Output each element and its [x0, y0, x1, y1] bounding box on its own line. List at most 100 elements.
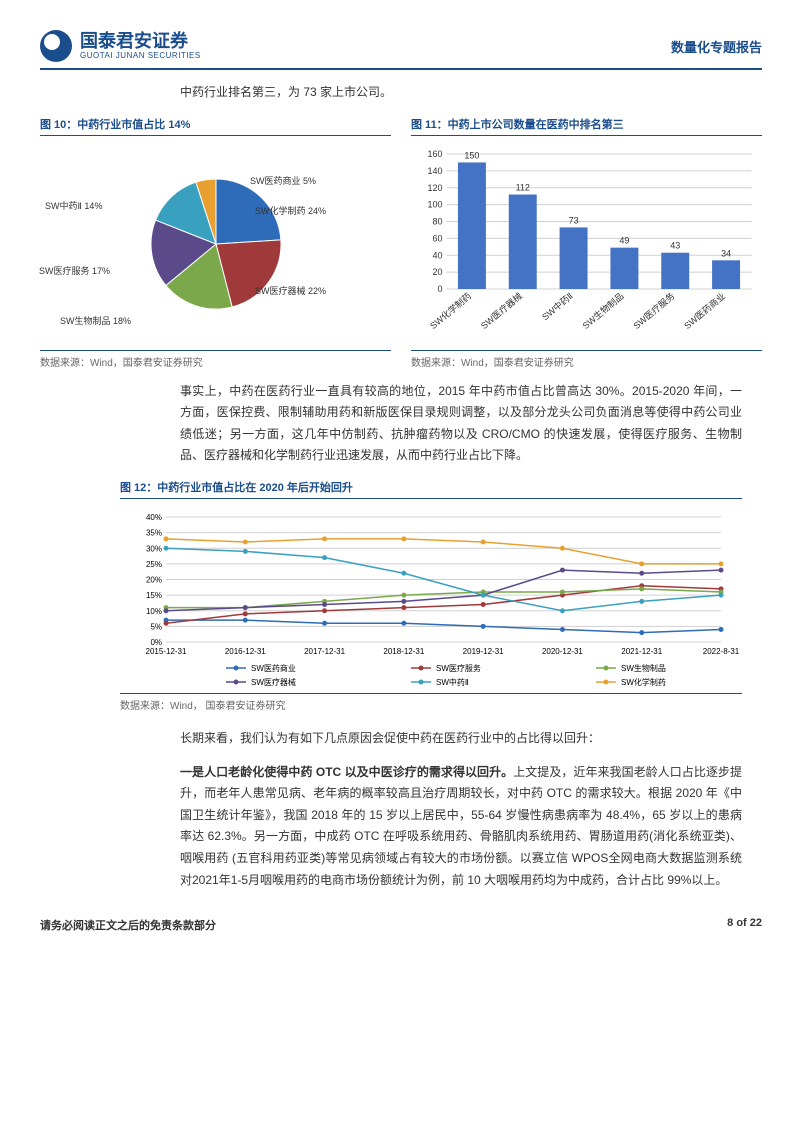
legend-marker [604, 679, 609, 684]
fig11-block: 图 11：中药上市公司数量在医药中排名第三 020406080100120140… [411, 116, 762, 369]
series-marker [481, 624, 486, 629]
series-marker [639, 630, 644, 635]
y-tick-label: 5% [150, 622, 162, 631]
bar [610, 247, 638, 288]
series-marker [481, 602, 486, 607]
fig12-block: 图 12：中药行业市值占比在 2020 年后开始回升 0%5%10%15%20%… [120, 479, 742, 712]
footer: 请务必阅读正文之后的免责条款部分 8 of 22 [40, 911, 762, 933]
y-tick-label: 60 [432, 233, 442, 243]
y-tick-label: 25% [146, 560, 162, 569]
bar-value-label: 49 [619, 235, 629, 245]
series-marker [639, 586, 644, 591]
y-tick-label: 120 [427, 182, 442, 192]
series-marker [639, 561, 644, 566]
x-tick-label: SW生物制品 [580, 290, 626, 331]
fig12-chart: 0%5%10%15%20%25%30%35%40%2015-12-312016-… [120, 507, 742, 687]
series-marker [481, 539, 486, 544]
legend-label: SW医疗服务 [436, 663, 481, 673]
x-tick-label: 2018-12-31 [383, 647, 424, 656]
y-tick-label: 80 [432, 216, 442, 226]
pie-label: SW医药商业 5% [250, 174, 316, 187]
series-marker [243, 605, 248, 610]
x-tick-label: 2021-12-31 [621, 647, 662, 656]
x-tick-label: 2019-12-31 [463, 647, 504, 656]
pie-label: SW生物制品 18% [60, 314, 131, 327]
x-tick-label: 2020-12-31 [542, 647, 583, 656]
y-tick-label: 0% [150, 638, 162, 647]
bar [458, 162, 486, 289]
y-tick-label: 0 [437, 284, 442, 294]
x-tick-label: SW中药Ⅱ [540, 290, 575, 322]
fig11-source: 数据来源：Wind，国泰君安证券研究 [411, 350, 762, 369]
bar-value-label: 34 [721, 248, 731, 258]
fig10-block: 图 10：中药行业市值占比 14% SW医药商业 5%SW化学制药 24%SW医… [40, 116, 391, 369]
series-marker [164, 621, 169, 626]
pie-label: SW医疗器械 22% [255, 284, 326, 297]
series-marker [401, 571, 406, 576]
logo-icon [40, 30, 72, 62]
fig10-chart: SW医药商业 5%SW化学制药 24%SW医疗器械 22%SW生物制品 18%S… [40, 144, 391, 344]
line-svg: 0%5%10%15%20%25%30%35%40%2015-12-312016-… [120, 507, 742, 687]
bar [712, 260, 740, 289]
bar [661, 252, 689, 288]
y-tick-label: 30% [146, 544, 162, 553]
series-marker [560, 608, 565, 613]
x-tick-label: 2022-8-31 [703, 647, 740, 656]
page-header: 国泰君安证券 GUOTAI JUNAN SECURITIES 数量化专题报告 [40, 30, 762, 70]
legend-marker [419, 665, 424, 670]
series-marker [164, 546, 169, 551]
series-marker [719, 627, 724, 632]
series-marker [322, 608, 327, 613]
series-marker [639, 599, 644, 604]
y-tick-label: 40 [432, 250, 442, 260]
y-tick-label: 10% [146, 607, 162, 616]
bar-value-label: 43 [670, 240, 680, 250]
x-tick-label: 2016-12-31 [225, 647, 266, 656]
logo-cn-text: 国泰君安证券 [80, 32, 201, 52]
y-tick-label: 35% [146, 529, 162, 538]
series-marker [164, 608, 169, 613]
footer-right: 8 of 22 [727, 917, 762, 933]
series-line [166, 586, 721, 624]
footer-left: 请务必阅读正文之后的免责条款部分 [40, 917, 216, 933]
series-marker [719, 568, 724, 573]
series-marker [243, 539, 248, 544]
y-tick-label: 20 [432, 267, 442, 277]
bar-svg: 020406080100120140160150SW化学制药112SW医疗器械7… [411, 144, 762, 344]
series-marker [243, 549, 248, 554]
series-marker [560, 546, 565, 551]
series-marker [560, 627, 565, 632]
series-marker [401, 605, 406, 610]
series-marker [719, 593, 724, 598]
series-marker [560, 568, 565, 573]
fig10-source: 数据来源：Wind，国泰君安证券研究 [40, 350, 391, 369]
fig12-source: 数据来源：Wind， 国泰君安证券研究 [120, 693, 742, 712]
x-tick-label: 2017-12-31 [304, 647, 345, 656]
y-tick-label: 15% [146, 591, 162, 600]
series-marker [322, 602, 327, 607]
y-tick-label: 140 [427, 165, 442, 175]
bar-value-label: 150 [464, 150, 479, 160]
logo: 国泰君安证券 GUOTAI JUNAN SECURITIES [40, 30, 201, 62]
series-marker [322, 555, 327, 560]
fig10-title: 图 10：中药行业市值占比 14% [40, 116, 391, 136]
fig11-chart: 020406080100120140160150SW化学制药112SW医疗器械7… [411, 144, 762, 344]
series-marker [401, 536, 406, 541]
series-marker [322, 536, 327, 541]
legend-label: SW医药商业 [251, 663, 296, 673]
series-marker [243, 618, 248, 623]
pie-label: SW中药Ⅱ 14% [45, 199, 102, 212]
para3-lead: 一是人口老龄化使得中药 OTC 以及中医诊疗的需求得以回升。 [180, 765, 513, 779]
legend-label: SW中药Ⅱ [436, 677, 469, 687]
bar [560, 227, 588, 289]
legend-label: SW生物制品 [621, 663, 666, 673]
x-tick-label: SW医疗服务 [631, 290, 677, 331]
pie-label: SW医疗服务 17% [39, 264, 110, 277]
legend-marker [234, 679, 239, 684]
series-marker [401, 593, 406, 598]
fig12-title: 图 12：中药行业市值占比在 2020 年后开始回升 [120, 479, 742, 499]
legend-label: SW化学制药 [621, 677, 666, 687]
series-marker [560, 589, 565, 594]
series-line [166, 570, 721, 611]
x-tick-label: SW医疗器械 [478, 290, 524, 331]
